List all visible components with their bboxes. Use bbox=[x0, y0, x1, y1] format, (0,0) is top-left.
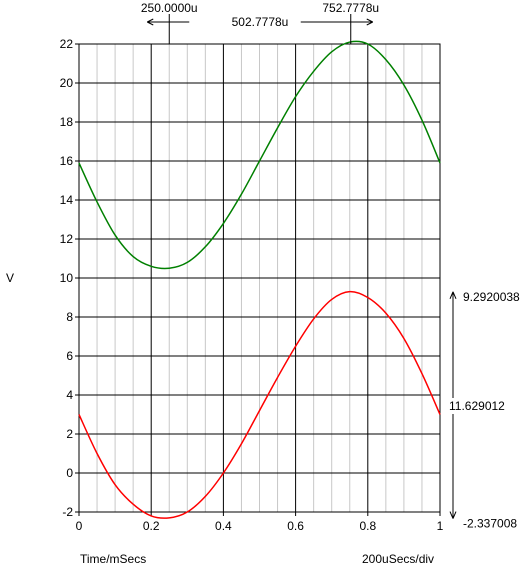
x-axis-label: Time/mSecs bbox=[80, 552, 146, 566]
y-tick-label: 20 bbox=[60, 76, 74, 90]
y-tick-label: 12 bbox=[60, 232, 74, 246]
dy-top-label: 9.2920038 bbox=[463, 290, 520, 304]
x-axis-ticks: 0 0.2 0.4 0.6 0.8 1 bbox=[76, 512, 444, 533]
dx-arrow-left-head bbox=[147, 18, 154, 26]
x-tick-label: 0.8 bbox=[359, 519, 376, 533]
dy-arrow-lower-head bbox=[449, 511, 457, 519]
y-tick-label: 2 bbox=[66, 427, 73, 441]
dy-arrow-upper-head bbox=[449, 291, 457, 300]
cursor-1-label: 250.0000u bbox=[141, 1, 198, 15]
y-tick-label: 10 bbox=[60, 271, 74, 285]
dy-bottom-label: -2.337008 bbox=[463, 517, 517, 531]
y-tick-label: 14 bbox=[60, 193, 74, 207]
y-tick-label: 4 bbox=[66, 388, 73, 402]
time-scale-label: 200uSecs/div bbox=[362, 552, 434, 566]
y-tick-label: 16 bbox=[60, 154, 74, 168]
y-tick-label: 8 bbox=[66, 310, 73, 324]
y-measure-group: 9.2920038 11.629012 -2.337008 bbox=[449, 290, 520, 531]
y-tick-label: 18 bbox=[60, 115, 74, 129]
dy-delta-label: 11.629012 bbox=[449, 399, 505, 413]
cursor-delta-label: 502.7778u bbox=[232, 15, 289, 29]
x-tick-label: 0.2 bbox=[143, 519, 160, 533]
x-tick-label: 0 bbox=[76, 519, 83, 533]
y-tick-label: 0 bbox=[66, 466, 73, 480]
dx-arrow-right-head bbox=[366, 18, 373, 26]
y-axis-ticks: -2 0 2 4 6 8 10 12 14 16 18 20 22 bbox=[60, 37, 79, 519]
y-tick-label: 6 bbox=[66, 349, 73, 363]
y-axis-label: V bbox=[6, 271, 14, 285]
cursor-2-label: 752.7778u bbox=[322, 1, 379, 15]
series-group bbox=[78, 40, 441, 519]
x-tick-label: 0.4 bbox=[215, 519, 232, 533]
y-tick-label: -2 bbox=[62, 505, 73, 519]
x-tick-label: 0.6 bbox=[287, 519, 304, 533]
x-tick-label: 1 bbox=[437, 519, 444, 533]
series-line-2 bbox=[78, 290, 441, 519]
y-tick-label: 22 bbox=[60, 37, 74, 51]
series-line-1 bbox=[78, 40, 441, 270]
cursor-group: 250.0000u 752.7778u 502.7778u bbox=[141, 1, 379, 44]
